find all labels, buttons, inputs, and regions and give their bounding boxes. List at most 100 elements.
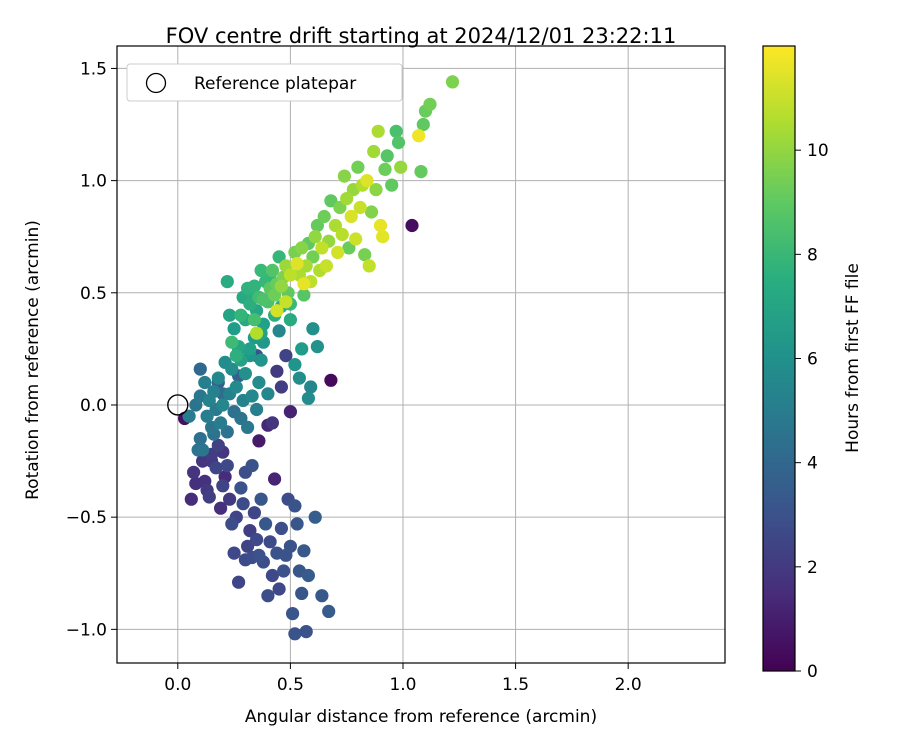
data-point — [229, 380, 243, 394]
data-point — [214, 501, 228, 515]
y-tick-label: 0.5 — [80, 284, 107, 304]
data-point — [193, 432, 207, 446]
data-point — [416, 117, 430, 132]
data-point — [209, 461, 223, 475]
data-point — [272, 324, 286, 338]
data-point — [254, 353, 268, 367]
data-point — [288, 627, 302, 641]
data-point — [405, 218, 419, 233]
chart-title: FOV centre drift starting at 2024/12/01 … — [166, 24, 677, 48]
data-point — [324, 194, 338, 208]
data-point — [349, 232, 363, 246]
data-point — [353, 200, 367, 215]
data-point — [364, 205, 379, 219]
colorbar-tick-label: 4 — [807, 454, 818, 474]
data-point — [227, 546, 241, 560]
data-point — [380, 149, 394, 163]
data-point — [187, 465, 201, 479]
data-point — [261, 589, 275, 603]
data-point — [283, 405, 297, 419]
data-point — [301, 391, 315, 405]
x-tick-label: 0.0 — [164, 675, 191, 695]
data-point — [340, 192, 354, 206]
data-point — [290, 517, 304, 531]
data-point — [279, 295, 293, 309]
data-point — [220, 459, 234, 473]
data-point — [247, 279, 261, 293]
data-point — [238, 367, 252, 381]
data-point — [250, 402, 264, 417]
data-point — [263, 535, 277, 549]
x-axis-label: Angular distance from reference (arcmin) — [245, 707, 597, 727]
data-point — [358, 248, 372, 262]
data-point — [304, 380, 318, 394]
reference-marker — [167, 394, 189, 416]
legend: Reference platepar — [126, 63, 403, 102]
data-point — [234, 411, 248, 425]
y-tick-label: −1.0 — [66, 620, 107, 640]
data-point — [310, 218, 324, 233]
data-point — [261, 387, 275, 401]
data-point — [220, 275, 234, 289]
data-point — [308, 510, 322, 524]
data-point — [297, 288, 311, 302]
data-point — [324, 373, 338, 387]
data-point — [335, 227, 349, 242]
data-point — [322, 604, 336, 619]
data-point — [351, 160, 365, 174]
colorbar-ticks: 0 2 4 6 8 10 — [795, 141, 829, 682]
data-point — [223, 308, 237, 322]
data-point — [272, 250, 286, 264]
data-point — [254, 263, 268, 277]
data-point — [283, 268, 297, 282]
colorbar-tick-label: 8 — [807, 245, 818, 265]
colorbar-tick-label: 10 — [807, 141, 829, 161]
data-point — [202, 490, 216, 504]
x-axis-ticks: 0.0 0.5 1.0 1.5 2.0 — [164, 663, 642, 695]
data-point — [297, 544, 311, 558]
data-point — [245, 389, 259, 403]
data-point — [394, 160, 408, 174]
data-point — [376, 230, 390, 244]
data-point — [371, 124, 385, 138]
data-point — [328, 218, 342, 233]
data-point — [268, 472, 282, 486]
data-point — [200, 409, 214, 423]
data-point — [252, 548, 266, 562]
data-point — [241, 420, 255, 434]
data-point — [232, 575, 246, 589]
data-point — [283, 313, 297, 327]
data-point — [306, 250, 320, 264]
data-point — [245, 459, 259, 473]
reference-point — [167, 394, 189, 416]
data-point — [445, 75, 460, 89]
data-point — [182, 409, 196, 423]
y-axis-label: Rotation from reference (arcmin) — [23, 220, 43, 500]
data-point — [292, 371, 306, 385]
data-point — [198, 375, 212, 390]
data-point — [270, 304, 284, 318]
colorbar-label: Hours from first FF file — [843, 263, 863, 453]
data-point — [274, 521, 288, 536]
data-point — [216, 398, 230, 412]
colorbar-tick-label: 2 — [807, 558, 818, 578]
data-point — [216, 479, 230, 493]
y-tick-label: 1.5 — [80, 59, 107, 79]
data-point — [196, 443, 210, 457]
data-point — [306, 322, 320, 336]
legend-box — [126, 63, 403, 102]
data-point — [319, 259, 333, 273]
data-point — [310, 340, 324, 354]
y-tick-label: 1.0 — [80, 172, 107, 192]
data-point — [391, 135, 406, 150]
data-point — [184, 492, 198, 506]
data-point — [301, 568, 315, 583]
data-point — [414, 165, 428, 179]
data-point — [220, 425, 234, 439]
data-point — [288, 358, 302, 372]
data-point — [211, 438, 225, 452]
plot-frame — [116, 45, 726, 664]
colorbar-tick-label: 0 — [807, 662, 818, 682]
data-point — [295, 241, 309, 255]
data-point — [247, 313, 261, 327]
